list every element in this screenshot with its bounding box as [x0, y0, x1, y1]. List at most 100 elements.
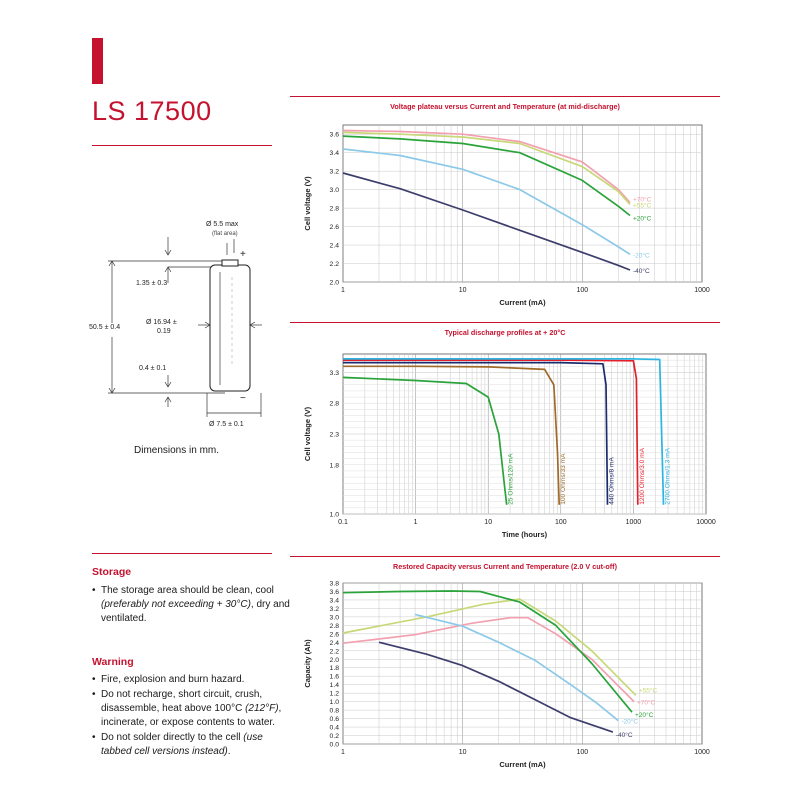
y-tick-label: 1.0 — [330, 512, 340, 519]
series-label: +70°C — [637, 699, 656, 707]
y-grid — [343, 582, 702, 745]
title-divider — [92, 145, 272, 146]
y-tick-label: 3.2 — [330, 606, 340, 613]
series-line — [342, 148, 631, 256]
warning-heading: Warning — [92, 656, 134, 668]
top-diameter-note: (flat area) — [212, 231, 238, 237]
series-line — [342, 590, 633, 713]
series-label: -20°C — [621, 718, 638, 726]
series-label: +20°C — [633, 215, 652, 223]
series-label: -20°C — [633, 251, 650, 259]
bottom-height-label: 0.4 ± 0.1 — [139, 365, 166, 372]
x-tick-label: 10000 — [696, 519, 716, 526]
accent-bar — [92, 38, 103, 84]
y-tick-label: 1.2 — [330, 691, 340, 698]
negative-terminal-label: − — [240, 393, 246, 404]
y-tick-label: 2.8 — [330, 401, 340, 408]
y-tick-label: 3.0 — [330, 614, 340, 621]
series-line — [342, 172, 631, 271]
top-diameter-label: Ø 5.5 max — [206, 221, 239, 228]
length-label: 50.5 ± 0.4 — [89, 324, 120, 331]
y-tick-label: 2.2 — [330, 648, 340, 655]
storage-heading: Storage — [92, 566, 132, 578]
series-line — [342, 376, 508, 505]
y-tick-label: 3.2 — [330, 169, 340, 176]
y-axis-label: Cell voltage (V) — [303, 406, 312, 461]
cell-outline — [209, 259, 251, 392]
series-line — [343, 358, 665, 505]
warning-item: Do not solder directly to the cell (use … — [92, 731, 292, 759]
dimension-drawing: Ø 5.5 max (flat area) + − 1.35 ± 0.3 50.… — [89, 221, 262, 428]
y-tick-label: 2.3 — [330, 432, 340, 439]
chart3-divider — [290, 556, 720, 557]
series-line — [342, 129, 631, 204]
y-axis-label: Capacity (Ah) — [303, 639, 312, 688]
x-tick-label: 100 — [576, 287, 588, 294]
series-label: -40°C — [633, 267, 650, 275]
x-tick-label: 100 — [576, 749, 588, 756]
series-label: +55°C — [633, 201, 652, 209]
plot-area — [342, 582, 703, 745]
x-tick-label: 1000 — [694, 749, 710, 756]
voltage-plateau-chart: Voltage plateau versus Current and Tempe… — [303, 102, 710, 307]
x-axis-label: Current (mA) — [499, 298, 546, 307]
y-tick-label: 0.2 — [330, 733, 340, 740]
y-tick-label: 0.8 — [330, 708, 340, 715]
x-tick-label: 1000 — [694, 287, 710, 294]
warning-item: Do not recharge, short circuit, crush, d… — [92, 688, 292, 730]
x-tick-label: 1 — [341, 749, 345, 756]
y-tick-label: 1.8 — [330, 462, 340, 469]
positive-terminal-label: + — [240, 249, 246, 260]
series-label: 100 Ohms/33 mA — [560, 453, 567, 505]
series-line — [343, 361, 609, 505]
series-label: +55°C — [639, 686, 658, 694]
y-tick-label: 2.4 — [330, 243, 340, 250]
y-axis-label: Cell voltage (V) — [303, 176, 312, 231]
x-tick-label: 10 — [484, 519, 492, 526]
y-tick-label: 0.0 — [330, 742, 340, 749]
y-tick-label: 1.4 — [330, 682, 340, 689]
diameter-label: Ø 16.94 ± — [146, 319, 177, 326]
y-tick-label: 1.8 — [330, 665, 340, 672]
y-tick-label: 2.4 — [330, 640, 340, 647]
x-tick-label: 10 — [459, 287, 467, 294]
y-tick-label: 2.8 — [330, 206, 340, 213]
series-line — [343, 365, 561, 505]
y-tick-label: 3.6 — [330, 589, 340, 596]
y-tick-label: 1.0 — [330, 699, 340, 706]
plot-area — [342, 124, 703, 283]
y-tick-label: 2.0 — [330, 657, 340, 664]
discharge-profiles-chart: Typical discharge profiles at + 20°C0.1 1… — [303, 328, 716, 539]
x-tick-label: 10 — [459, 749, 467, 756]
y-tick-label: 2.6 — [330, 224, 340, 231]
series-line — [342, 131, 631, 205]
restored-capacity-chart: Restored Capacity versus Current and Tem… — [303, 562, 710, 769]
x-tick-label: 1 — [414, 519, 418, 526]
warning-list: Fire, explosion and burn hazard. Do not … — [92, 673, 292, 760]
chart1-divider — [290, 96, 720, 97]
storage-item: The storage area should be clean, cool (… — [92, 584, 292, 626]
y-tick-label: 2.0 — [330, 280, 340, 287]
storage-list: The storage area should be clean, cool (… — [92, 584, 292, 627]
top-height-label: 1.35 ± 0.3 — [136, 280, 167, 287]
series-label: 440 Ohms/8 mA — [609, 457, 616, 505]
storage-divider — [92, 553, 272, 554]
x-tick-label: 1000 — [626, 519, 642, 526]
chart2-divider — [290, 322, 720, 323]
x-tick-label: 1 — [341, 287, 345, 294]
y-tick-label: 1.6 — [330, 674, 340, 681]
chart-title: Typical discharge profiles at + 20°C — [445, 328, 566, 337]
series-label: 25 Ohms/120 mA — [508, 453, 515, 505]
y-tick-label: 3.6 — [330, 132, 340, 139]
y-tick-label: 0.6 — [330, 716, 340, 723]
y-tick-label: 0.4 — [330, 725, 340, 732]
bottom-diameter-label: Ø 7.5 ± 0.1 — [209, 421, 244, 428]
series-line — [414, 613, 619, 722]
series-line — [342, 616, 635, 703]
series-label: -40°C — [616, 731, 633, 739]
x-axis-label: Time (hours) — [502, 530, 548, 539]
y-tick-label: 3.3 — [330, 370, 340, 377]
model-title: LS 17500 — [92, 96, 212, 126]
series-line — [342, 135, 631, 217]
y-tick-label: 3.8 — [330, 581, 340, 588]
